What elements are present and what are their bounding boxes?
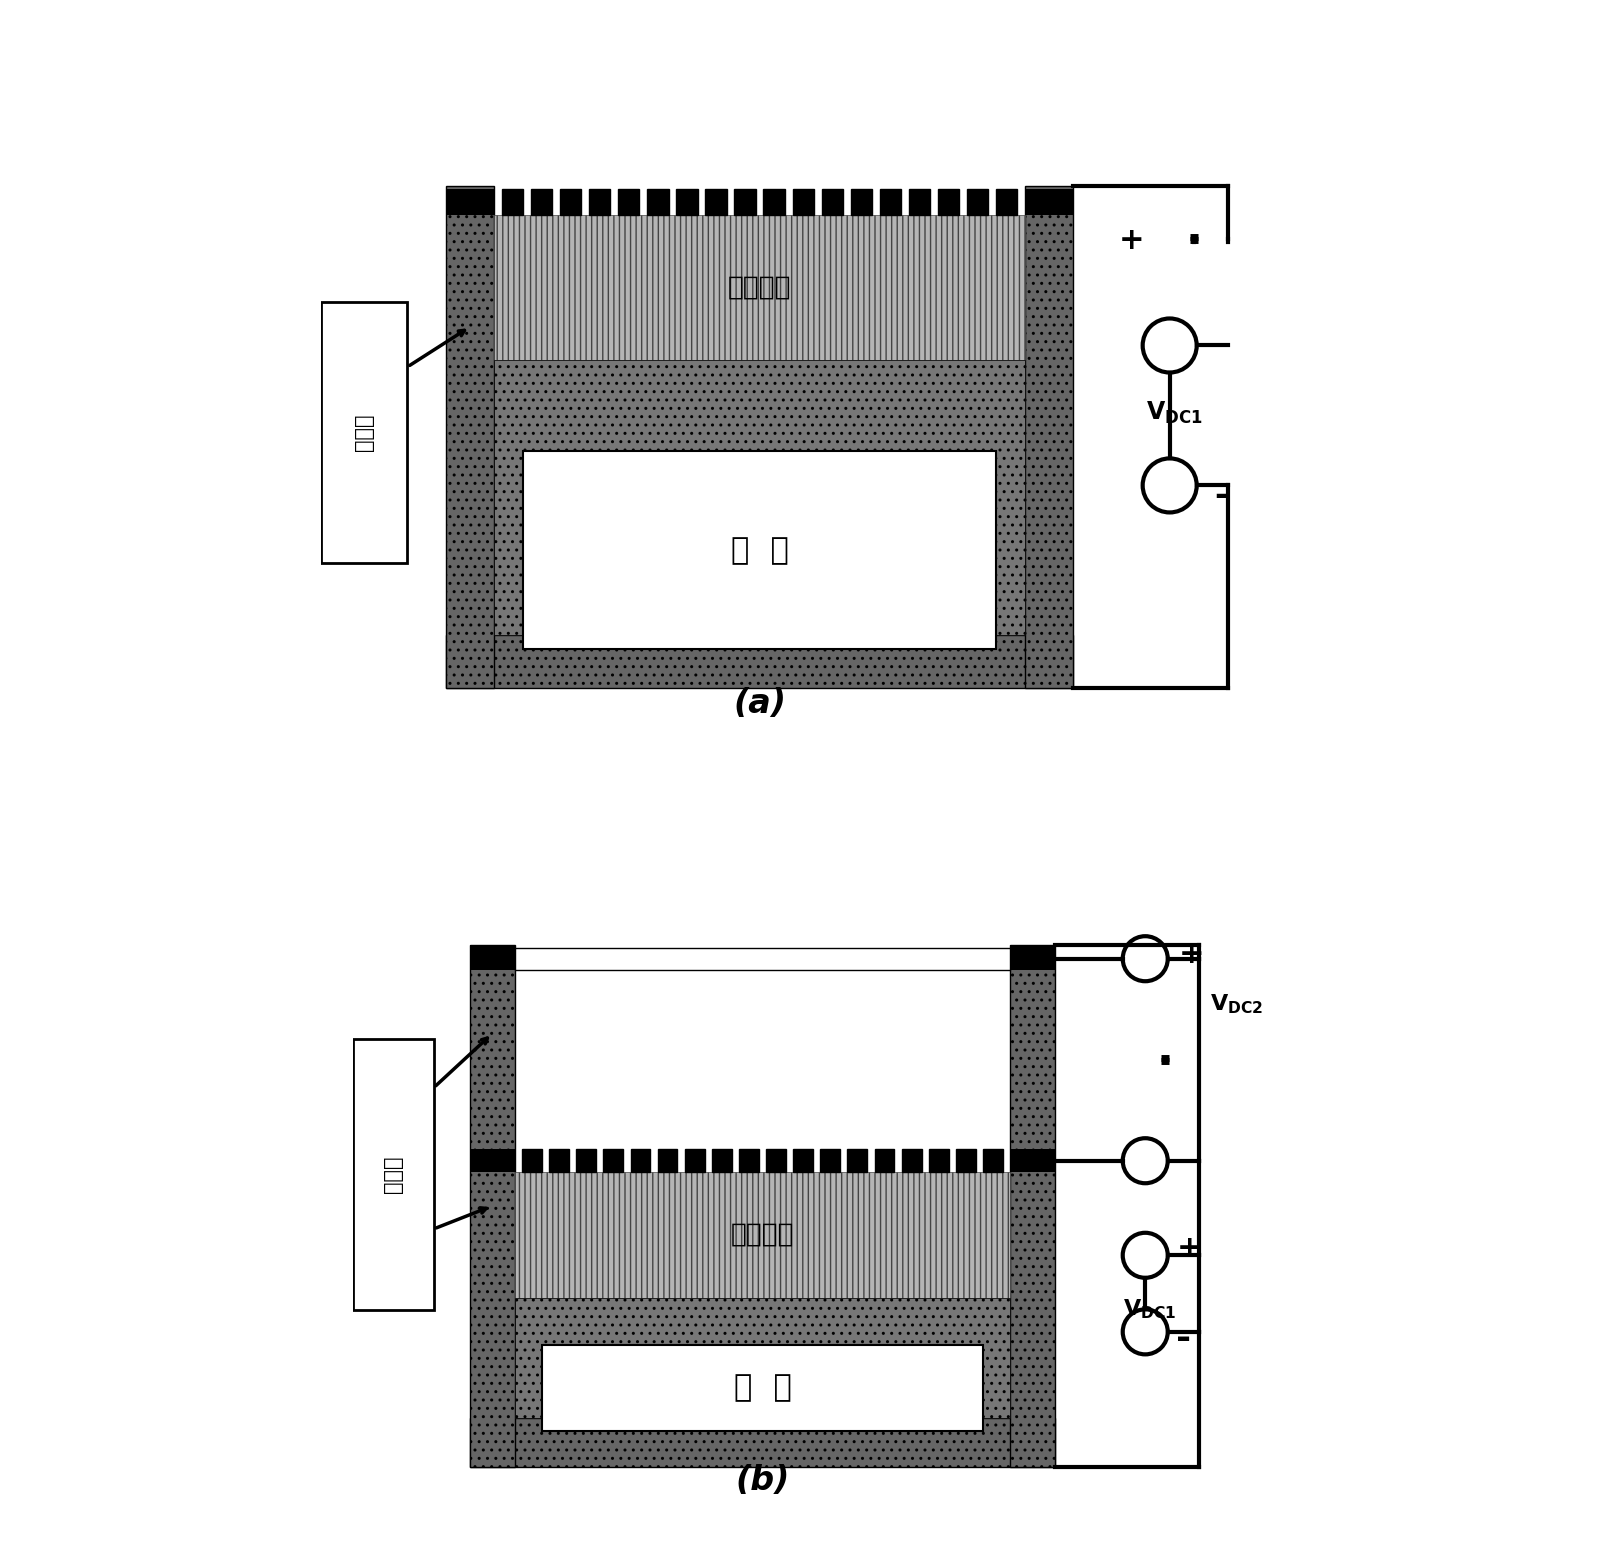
Text: +: + (1178, 939, 1204, 969)
Text: 基  板: 基 板 (733, 1374, 791, 1403)
Bar (822, 188, 843, 215)
Bar (494, 215, 1024, 360)
Bar (908, 188, 929, 215)
Bar (1010, 1149, 1054, 1173)
Bar (549, 1149, 568, 1173)
Bar (647, 188, 668, 215)
Bar (560, 188, 581, 215)
Circle shape (1122, 936, 1167, 981)
Bar (733, 188, 756, 215)
Bar (446, 187, 494, 688)
Bar (1024, 188, 1072, 215)
Bar (1010, 944, 1054, 970)
Text: 基  板: 基 板 (730, 536, 788, 565)
Bar (576, 1149, 595, 1173)
Bar (618, 188, 639, 215)
Bar (820, 1149, 839, 1173)
Bar (523, 451, 995, 649)
Text: 绵缘体: 绵缘体 (384, 1156, 403, 1193)
Bar (515, 1173, 1010, 1298)
Bar (531, 188, 552, 215)
Circle shape (1143, 318, 1196, 372)
Text: +: + (1176, 1233, 1202, 1262)
Bar (470, 944, 515, 970)
Bar (470, 1418, 1054, 1468)
Text: -: - (1176, 1323, 1191, 1357)
Text: (b): (b) (735, 1463, 790, 1497)
Circle shape (1143, 459, 1196, 513)
Bar (928, 1149, 949, 1173)
Bar (711, 1149, 732, 1173)
Bar (875, 1149, 894, 1173)
Bar (446, 635, 1072, 688)
Bar (1024, 187, 1072, 688)
Text: 纳米阵列: 纳米阵列 (730, 1222, 794, 1248)
Bar (515, 949, 1010, 970)
Bar (766, 1149, 785, 1173)
Bar (522, 1149, 541, 1173)
Bar (762, 188, 785, 215)
Bar (470, 1149, 515, 1173)
Text: $\mathbf{V_{DC2}}$: $\mathbf{V_{DC2}}$ (1209, 992, 1263, 1015)
Bar (658, 1149, 677, 1173)
Bar (851, 188, 872, 215)
Bar (494, 360, 1024, 635)
Bar (541, 1346, 982, 1431)
Bar (847, 1149, 867, 1173)
Bar (793, 1149, 812, 1173)
Circle shape (1122, 1233, 1167, 1278)
Bar (791, 188, 814, 215)
Bar (470, 944, 515, 1468)
Bar (502, 188, 523, 215)
Text: -: - (1213, 479, 1226, 511)
Bar (955, 1149, 976, 1173)
Text: $\mathbf{V_{DC1}}$: $\mathbf{V_{DC1}}$ (1146, 400, 1202, 426)
Text: 绵缘体: 绵缘体 (353, 414, 374, 451)
Bar (684, 1149, 705, 1173)
Text: 纳米阵列: 纳米阵列 (727, 275, 791, 301)
Bar (900, 1149, 921, 1173)
Bar (603, 1149, 623, 1173)
Bar (321, 301, 408, 562)
Bar (880, 188, 900, 215)
Bar (705, 188, 725, 215)
Text: $\mathbf{V_{DC1}}$: $\mathbf{V_{DC1}}$ (1122, 1298, 1176, 1321)
Bar (676, 188, 697, 215)
Bar (353, 1038, 433, 1310)
Bar (1010, 944, 1054, 1468)
Bar (937, 188, 958, 215)
Circle shape (1122, 1139, 1167, 1183)
Bar (982, 1149, 1002, 1173)
Bar (966, 188, 987, 215)
Bar (589, 188, 610, 215)
Circle shape (1122, 1309, 1167, 1355)
Bar (446, 188, 494, 215)
Bar (515, 1298, 1010, 1418)
Bar (995, 188, 1016, 215)
Text: (a): (a) (732, 688, 785, 720)
Bar (738, 1149, 758, 1173)
Text: +: + (1117, 226, 1143, 255)
Bar (631, 1149, 650, 1173)
